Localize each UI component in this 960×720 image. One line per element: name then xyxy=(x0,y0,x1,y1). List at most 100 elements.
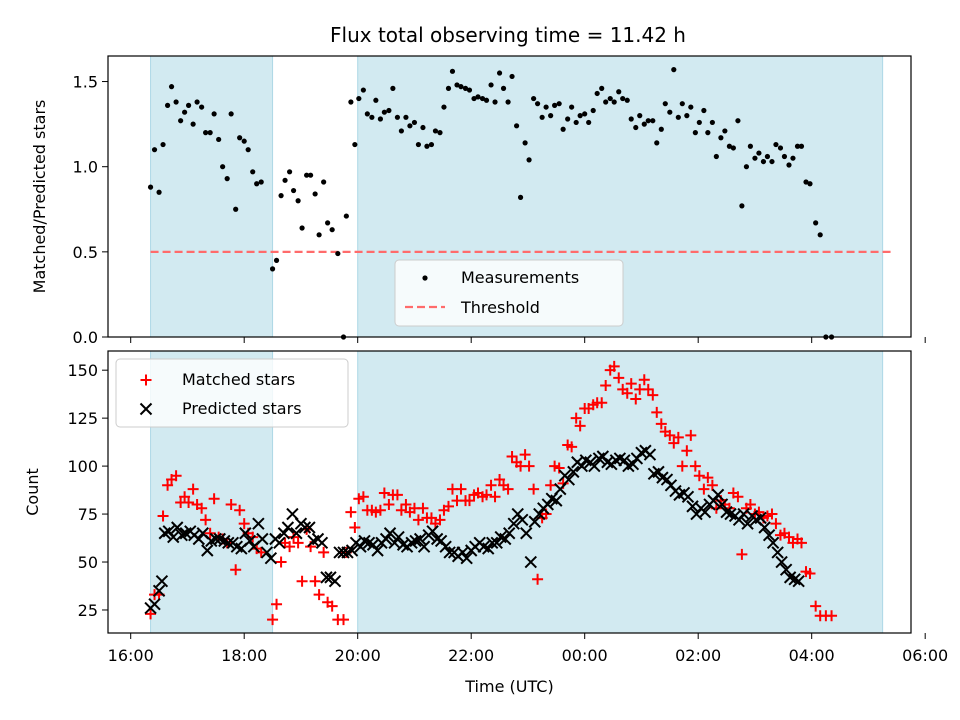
measurement-point xyxy=(269,266,276,272)
y-tick-label: 1.5 xyxy=(73,73,98,92)
matched-point xyxy=(502,483,514,495)
measurement-point xyxy=(173,99,179,105)
matched-point xyxy=(338,614,350,626)
predicted-point xyxy=(503,527,516,540)
matched-point xyxy=(625,378,637,390)
predicted-point xyxy=(417,540,431,553)
measurement-point xyxy=(151,147,158,153)
measurement-point xyxy=(325,220,331,226)
predicted-point xyxy=(439,540,452,553)
matched-point xyxy=(230,564,242,576)
x-tick-label: 16:00 xyxy=(108,646,154,665)
matched-point xyxy=(208,493,220,505)
predicted-point xyxy=(660,473,674,486)
matched-point xyxy=(391,489,403,501)
y-tick-label: 150 xyxy=(67,361,98,380)
measurement-point xyxy=(747,143,754,149)
measurement-point xyxy=(228,111,234,117)
measurement-point xyxy=(616,89,622,95)
measurement-point xyxy=(534,101,541,107)
measurement-point xyxy=(164,102,171,108)
measurement-point xyxy=(500,85,507,91)
matched-point xyxy=(400,498,412,510)
y-tick-label: 1.0 xyxy=(73,158,98,177)
top-y-ticks: 0.0 0.5 1.0 1.5 xyxy=(73,73,108,347)
measurement-point xyxy=(483,97,490,103)
measurement-point xyxy=(299,225,305,231)
measurement-point xyxy=(582,111,588,117)
measurement-point xyxy=(599,85,605,91)
measurement-point xyxy=(185,102,192,108)
measurement-point xyxy=(641,121,647,127)
legend-predicted-label: Predicted stars xyxy=(182,399,302,418)
predicted-point xyxy=(281,521,295,534)
matched-point xyxy=(425,512,437,524)
predicted-point xyxy=(520,527,533,540)
matched-point xyxy=(642,383,654,395)
x-tick-label: 06:00 xyxy=(902,646,948,665)
predicted-point xyxy=(626,457,640,471)
measurement-point xyxy=(295,198,301,204)
bottom-x-ticks: 16:00 18:00 20:00 22:00 00:00 02:00 04:00 06:00 xyxy=(108,633,948,665)
matched-point xyxy=(810,600,822,612)
bottom-axes-frame xyxy=(107,350,912,634)
matched-point xyxy=(357,491,369,503)
measurement-point xyxy=(654,140,660,146)
matched-point xyxy=(676,460,688,472)
measurement-point xyxy=(304,172,310,178)
predicted-point xyxy=(567,465,580,479)
matched-point xyxy=(596,397,608,409)
measurement-point xyxy=(798,143,805,149)
predicted-point xyxy=(485,536,499,550)
matched-point xyxy=(196,502,208,514)
legend-measurements-label: Measurements xyxy=(461,268,579,287)
measurement-point xyxy=(671,67,677,73)
predicted-point xyxy=(222,536,235,550)
matched-point xyxy=(553,462,565,474)
matched-point xyxy=(685,429,697,441)
predicted-point xyxy=(243,534,257,548)
measurement-point xyxy=(701,107,707,114)
predicted-point xyxy=(303,521,316,534)
measurement-point xyxy=(675,114,681,120)
measurement-point xyxy=(769,158,775,165)
matched-point xyxy=(698,483,710,495)
measurement-point xyxy=(611,99,617,105)
matched-point xyxy=(374,504,386,516)
predicted-point xyxy=(524,555,537,569)
matched-point xyxy=(566,441,578,453)
predicted-point xyxy=(320,571,333,584)
measurement-point xyxy=(233,206,239,212)
measurement-point xyxy=(369,114,375,120)
matched-point xyxy=(183,497,195,509)
measurement-point xyxy=(628,116,634,122)
measurement-point xyxy=(577,113,583,119)
matched-point xyxy=(238,518,250,530)
matched-point xyxy=(412,514,424,526)
predicted-point xyxy=(762,528,776,542)
measurement-point xyxy=(586,119,592,126)
x-tick-label: 18:00 xyxy=(221,646,267,665)
measurement-point xyxy=(278,193,284,199)
measurement-point xyxy=(390,85,396,91)
measurement-point xyxy=(237,135,243,141)
predicted-point xyxy=(460,551,473,565)
predicted-point xyxy=(516,513,529,527)
y-tick-label: 75 xyxy=(78,505,98,524)
measurement-point xyxy=(364,111,370,117)
measurement-point xyxy=(335,250,341,257)
measurement-point xyxy=(713,153,719,160)
measurement-point xyxy=(373,97,379,103)
measurement-point xyxy=(667,109,673,115)
x-tick-label: 20:00 xyxy=(335,646,381,665)
matched-point xyxy=(608,360,620,372)
predicted-point xyxy=(277,527,291,540)
y-tick-label: 50 xyxy=(78,553,98,572)
y-tick-label: 0.5 xyxy=(73,243,98,262)
bottom-legend: Matched stars Predicted stars xyxy=(115,358,349,428)
measurement-point xyxy=(203,130,209,136)
measurement-point xyxy=(817,232,823,238)
measurement-point xyxy=(352,141,358,148)
matched-point xyxy=(647,389,659,401)
measurement-point xyxy=(569,104,575,110)
